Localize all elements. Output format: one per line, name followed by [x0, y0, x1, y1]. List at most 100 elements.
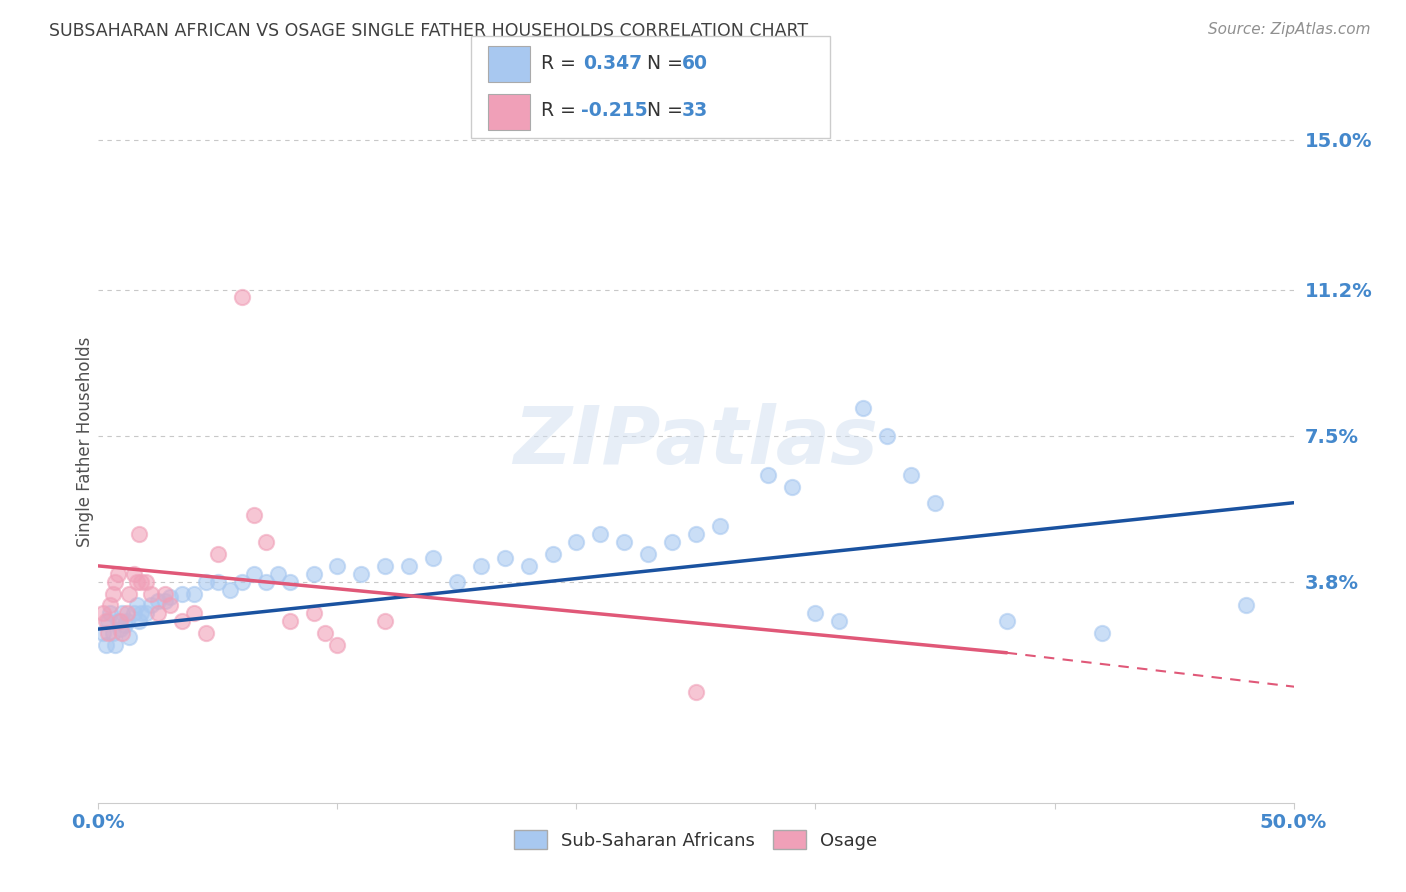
Point [124, 607, 146, 621]
Point [125, 574, 148, 589]
Point [159, 591, 181, 605]
Point [155, 594, 177, 608]
Point [422, 551, 444, 566]
Point [637, 547, 659, 561]
Text: Source: ZipAtlas.com: Source: ZipAtlas.com [1208, 22, 1371, 37]
Point [97, 626, 120, 640]
Point [243, 508, 266, 522]
Point [685, 685, 707, 699]
Point [219, 582, 242, 597]
Point [924, 496, 946, 510]
Point [172, 586, 194, 600]
Point [183, 607, 205, 621]
Text: -0.215: -0.215 [581, 101, 647, 120]
Text: 33: 33 [682, 101, 709, 120]
Point [124, 566, 146, 581]
Point [115, 607, 138, 621]
Text: ZIPatlas: ZIPatlas [513, 402, 879, 481]
Point [148, 594, 170, 608]
Point [661, 535, 683, 549]
Text: R =: R = [541, 54, 582, 73]
Point [302, 607, 325, 621]
Point [107, 566, 129, 581]
Point [111, 607, 134, 621]
Point [101, 586, 124, 600]
Point [876, 428, 898, 442]
Point [108, 622, 131, 636]
Point [254, 535, 277, 549]
Point [243, 566, 266, 581]
Point [195, 626, 218, 640]
Point [135, 607, 157, 621]
Point [111, 626, 134, 640]
Point [231, 574, 253, 589]
Point [98, 599, 122, 613]
Point [995, 614, 1018, 628]
Point [804, 607, 827, 621]
Point [374, 614, 396, 628]
Point [302, 566, 325, 581]
Point [91, 626, 114, 640]
Point [118, 630, 141, 644]
Point [115, 614, 138, 628]
Point [756, 468, 779, 483]
Point [104, 638, 127, 652]
Point [195, 574, 218, 589]
Point [98, 607, 122, 621]
Point [685, 527, 707, 541]
Point [125, 599, 148, 613]
Point [131, 574, 153, 589]
Point [104, 574, 127, 589]
Point [374, 558, 396, 573]
Point [326, 638, 349, 652]
Point [709, 519, 731, 533]
Point [128, 614, 150, 628]
Text: R =: R = [541, 101, 582, 120]
Point [278, 574, 301, 589]
Point [101, 626, 124, 640]
Point [541, 547, 564, 561]
Text: 0.347: 0.347 [583, 54, 643, 73]
Point [135, 574, 157, 589]
Point [470, 558, 492, 573]
Point [589, 527, 612, 541]
Point [613, 535, 636, 549]
Point [446, 574, 468, 589]
Point [900, 468, 922, 483]
Point [131, 607, 153, 621]
Point [207, 547, 229, 561]
Point [114, 618, 136, 632]
Point [828, 614, 851, 628]
Point [1091, 626, 1114, 640]
Point [231, 290, 253, 304]
Point [1234, 599, 1257, 613]
Y-axis label: Single Father Households: Single Father Households [76, 336, 94, 547]
Point [398, 558, 420, 573]
Point [155, 586, 177, 600]
Point [139, 599, 162, 613]
Point [517, 558, 540, 573]
Point [94, 614, 117, 628]
Point [107, 614, 129, 628]
Point [254, 574, 277, 589]
Point [108, 614, 131, 628]
Point [172, 614, 194, 628]
Point [159, 599, 181, 613]
Point [118, 586, 141, 600]
Point [94, 638, 117, 652]
Text: SUBSAHARAN AFRICAN VS OSAGE SINGLE FATHER HOUSEHOLDS CORRELATION CHART: SUBSAHARAN AFRICAN VS OSAGE SINGLE FATHE… [49, 22, 808, 40]
Point [565, 535, 588, 549]
Point [780, 480, 803, 494]
Point [350, 566, 373, 581]
Point [852, 401, 875, 415]
Point [207, 574, 229, 589]
Text: N =: N = [647, 54, 689, 73]
Point [139, 586, 162, 600]
Point [97, 614, 120, 628]
Point [91, 607, 114, 621]
Point [326, 558, 349, 573]
Legend: Sub-Saharan Africans, Osage: Sub-Saharan Africans, Osage [506, 822, 886, 859]
Point [267, 566, 290, 581]
Point [148, 607, 170, 621]
Point [183, 586, 205, 600]
